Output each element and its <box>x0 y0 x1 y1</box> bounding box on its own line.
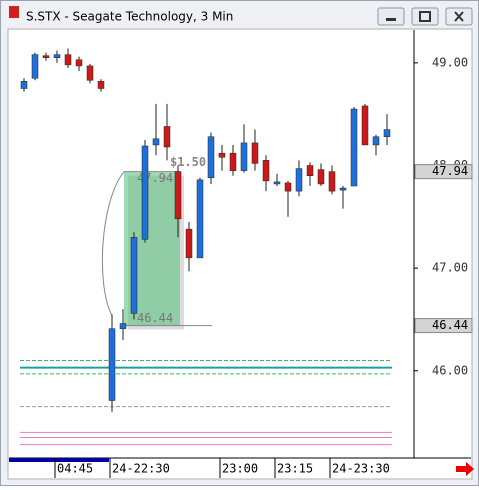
candle-body <box>163 126 171 148</box>
maximize-icon <box>419 11 431 22</box>
measure-start-label: 46.44 <box>137 311 173 325</box>
candle-body <box>53 54 61 58</box>
app-icon <box>9 6 19 18</box>
candle-body <box>152 138 160 146</box>
candle-body <box>20 81 28 89</box>
x-tick-label: 04:45 <box>57 462 93 476</box>
candle-body <box>207 136 215 179</box>
candle-body <box>75 59 83 67</box>
plot: 46.0047.0048.0049.0004:4524-22:3023:0023… <box>20 48 473 478</box>
x-tick-label: 23:00 <box>222 462 258 476</box>
minimize-icon <box>386 18 396 21</box>
candle-body <box>108 328 116 401</box>
candle-body <box>218 152 226 158</box>
x-tick-label: 23:15 <box>277 462 313 476</box>
candle-body <box>119 323 127 329</box>
candle-body <box>196 179 204 259</box>
candle-body <box>86 65 94 81</box>
price-tag-label: 47.94 <box>432 164 468 178</box>
scroll-indicator <box>9 458 109 462</box>
candle-body <box>328 171 336 192</box>
maximize-button[interactable] <box>411 7 439 26</box>
candle-body <box>141 145 149 240</box>
scroll-arrow[interactable] <box>456 462 474 476</box>
candle-body <box>174 171 182 220</box>
chart-panel <box>7 28 473 480</box>
candle-body <box>295 168 303 192</box>
candle-body <box>130 237 138 314</box>
candle-body <box>350 108 358 187</box>
candle-body <box>240 142 248 171</box>
candle-body <box>339 187 347 191</box>
candle-body <box>262 160 270 182</box>
candle-body <box>273 181 281 185</box>
y-tick-label: 49.00 <box>432 55 468 69</box>
price-tag <box>414 164 473 180</box>
measure-diff-label: $1.50 <box>170 155 206 169</box>
candle-body <box>64 54 72 66</box>
window-buttons[interactable] <box>377 7 473 26</box>
candle-body <box>251 142 259 164</box>
candle-body <box>31 54 39 79</box>
candle-body <box>42 55 50 58</box>
candle-body <box>229 152 237 171</box>
candle-body <box>372 136 380 146</box>
price-tag <box>414 318 473 334</box>
candle-body <box>97 81 105 89</box>
candle-body <box>185 228 193 259</box>
candle-body <box>317 169 325 185</box>
x-tick-label: 24-23:30 <box>332 462 390 476</box>
candle-body <box>361 105 369 146</box>
candle-body <box>284 182 292 192</box>
price-tag-label: 46.44 <box>432 318 468 332</box>
measure-arc <box>101 171 125 316</box>
candle-body <box>306 165 314 176</box>
window-title: S.STX - Seagate Technology, 3 Min <box>26 10 233 24</box>
y-tick-label: 46.00 <box>432 363 468 377</box>
minimize-button[interactable] <box>377 7 405 26</box>
x-tick-label: 24-22:30 <box>112 462 170 476</box>
close-icon <box>454 11 464 22</box>
y-tick-label: 47.00 <box>432 261 468 275</box>
candle-body <box>383 129 391 137</box>
